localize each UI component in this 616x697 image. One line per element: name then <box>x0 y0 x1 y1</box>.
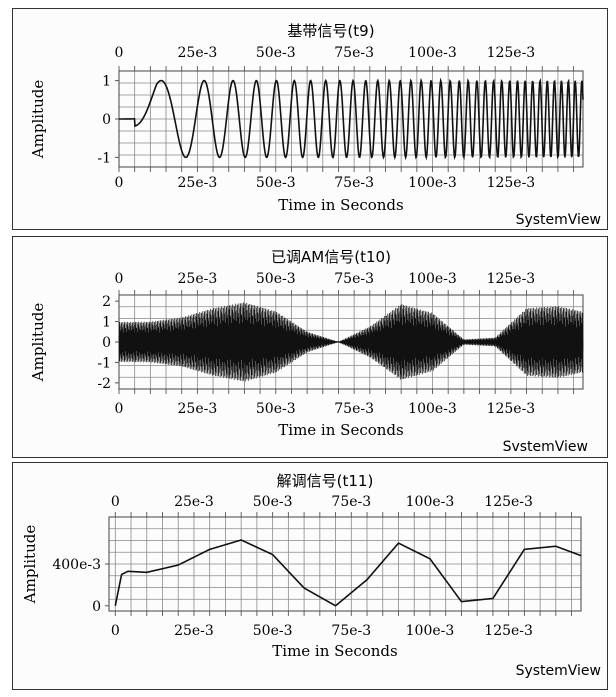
chart-title: 已调AM信号(t10) <box>271 248 391 266</box>
chart-am-svg: 已调AM信号(t10) 0 0 25e-3 25e-3 50e-3 50e-3 75e-3 75… <box>29 248 588 455</box>
chart-baseband-svg: 基带信号(t9) 0 0 25e-3 25e-3 50e-3 50e-3 75e-3 75e-3… <box>29 22 601 228</box>
x-tick-label-top: 75e-3 <box>334 45 374 61</box>
chart-panel-am: 已调AM信号(t10) 0 0 25e-3 25e-3 50e-3 50e-3 75e-3 75… <box>12 236 608 458</box>
y-axis-title: Amplitude <box>29 80 47 160</box>
x-axis-title: Time in Seconds <box>278 196 403 214</box>
x-tick-label-bottom: 100e-3 <box>408 401 457 417</box>
x-tick-label-top: 125e-3 <box>487 45 536 61</box>
x-tick-label-bottom: 0 <box>111 623 120 639</box>
x-tick-label-top: 50e-3 <box>253 494 293 510</box>
x-tick-label-bottom: 0 <box>115 175 124 191</box>
x-tick-label-bottom: 75e-3 <box>334 401 374 417</box>
chart-panel-baseband: 基带信号(t9) 0 0 25e-3 25e-3 50e-3 50e-3 75e-3 75e-3… <box>12 8 608 230</box>
x-tick-label-top: 0 <box>115 45 124 61</box>
y-tick-label: 1 <box>102 315 111 331</box>
brand-label: SvstemView <box>503 439 588 455</box>
x-tick-label-top: 0 <box>111 494 120 510</box>
series-line-demod <box>114 539 582 607</box>
y-axis-title: Amplitude <box>21 525 39 605</box>
x-tick-label-bottom: 50e-3 <box>256 175 296 191</box>
y-tick-label: 0 <box>102 335 111 351</box>
x-tick-label-top: 25e-3 <box>174 494 214 510</box>
x-axis-title: Time in Seconds <box>278 421 403 439</box>
brand-label: SystemView <box>516 212 601 228</box>
y-tick-label: 0 <box>102 112 111 128</box>
x-tick-label-top: 125e-3 <box>487 271 536 287</box>
chart-title: 基带信号(t9) <box>287 22 374 40</box>
brand-label: SystemView <box>516 663 601 679</box>
x-tick-label-bottom: 125e-3 <box>487 401 536 417</box>
x-axis-title: Time in Seconds <box>272 642 397 660</box>
y-axis-title: Amplitude <box>29 303 47 383</box>
x-tick-label-bottom: 125e-3 <box>484 623 533 639</box>
tick-marks <box>114 512 573 616</box>
y-tick-label: 400e-3 <box>52 557 101 573</box>
y-tick-label: 1 <box>102 74 111 90</box>
x-tick-label-bottom: 125e-3 <box>487 175 536 191</box>
y-tick-label: -1 <box>97 355 111 371</box>
x-tick-label-top: 100e-3 <box>408 45 457 61</box>
x-tick-label-bottom: 50e-3 <box>253 623 293 639</box>
series-line-am <box>118 302 584 382</box>
chart-title: 解调信号(t11) <box>277 472 374 490</box>
x-tick-label-top: 75e-3 <box>331 494 371 510</box>
x-tick-label-top: 50e-3 <box>256 271 296 287</box>
x-tick-label-bottom: 25e-3 <box>178 401 218 417</box>
chart-demod-svg: 解调信号(t11)0025e-325e-350e-350e-375e-375e-… <box>21 472 601 679</box>
x-tick-label-top: 100e-3 <box>406 494 455 510</box>
x-tick-label-bottom: 100e-3 <box>408 175 457 191</box>
x-tick-label-bottom: 75e-3 <box>331 623 371 639</box>
x-tick-label-bottom: 50e-3 <box>256 401 296 417</box>
x-tick-label-top: 100e-3 <box>408 271 457 287</box>
x-tick-label-top: 0 <box>115 271 124 287</box>
x-tick-label-bottom: 100e-3 <box>406 623 455 639</box>
x-tick-label-top: 125e-3 <box>484 494 533 510</box>
y-tick-label: -2 <box>97 376 111 392</box>
x-tick-label-bottom: 25e-3 <box>174 623 214 639</box>
x-tick-label-bottom: 75e-3 <box>334 175 374 191</box>
x-tick-label-top: 25e-3 <box>178 271 218 287</box>
x-tick-label-top: 75e-3 <box>334 271 374 287</box>
x-tick-label-top: 25e-3 <box>178 45 218 61</box>
y-tick-label: 0 <box>92 599 101 615</box>
x-tick-label-bottom: 0 <box>115 401 124 417</box>
series-line-baseband <box>119 77 584 161</box>
tick-marks <box>118 290 575 394</box>
y-tick-label: -1 <box>97 150 111 166</box>
y-tick-label: 2 <box>102 294 111 310</box>
x-tick-label-bottom: 25e-3 <box>178 175 218 191</box>
x-tick-label-top: 50e-3 <box>256 45 296 61</box>
tick-marks <box>118 66 575 172</box>
chart-panel-demod: 解调信号(t11) 0 0 25e-3 25e-3 50e-3 50e-3 75e-3 75e-… <box>12 462 608 690</box>
